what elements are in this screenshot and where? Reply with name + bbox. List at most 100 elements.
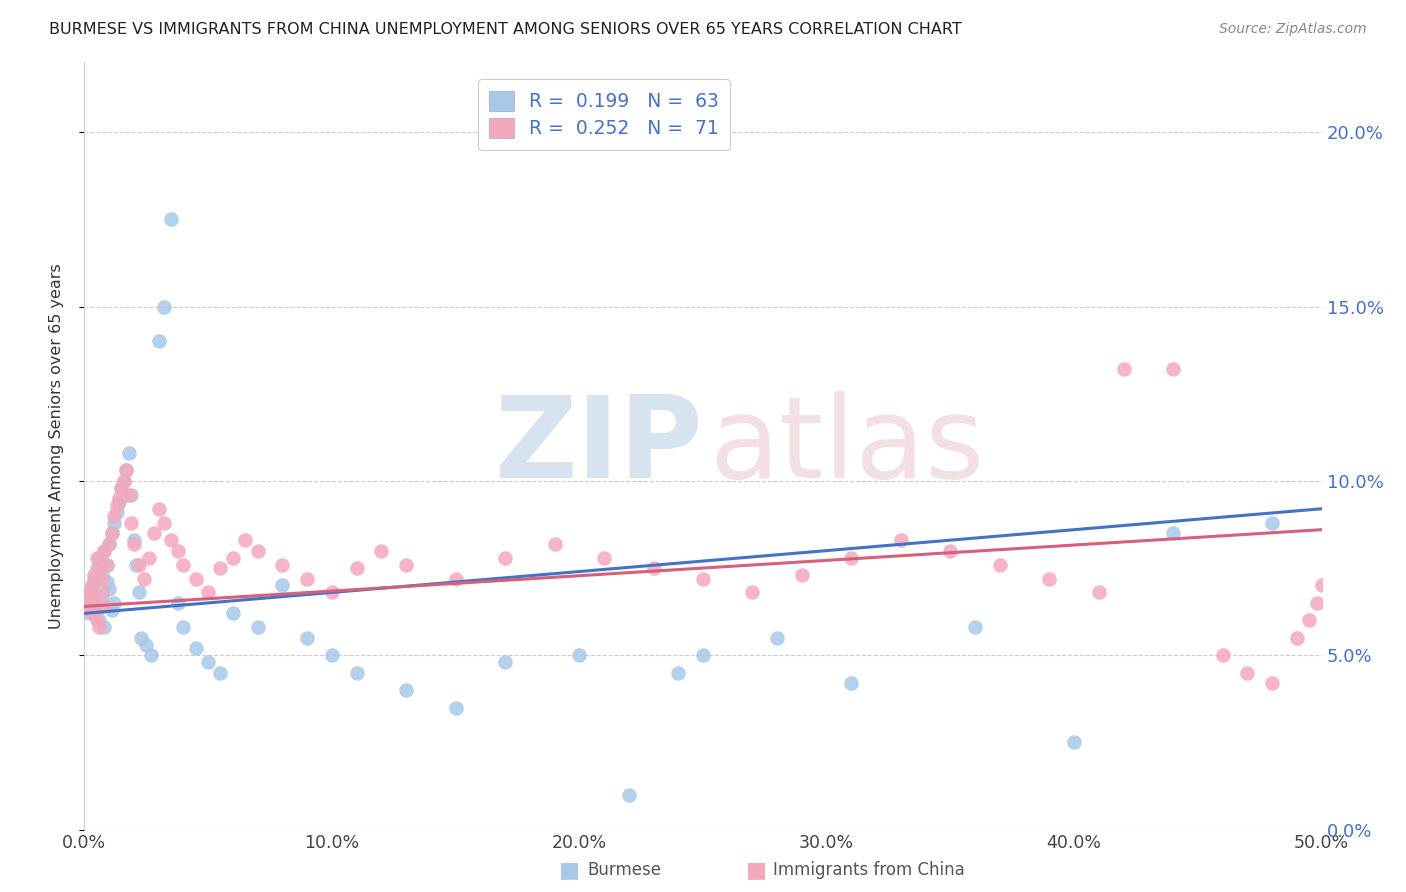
Point — [100, 603, 122, 617]
Point — [138, 550, 160, 565]
Point — [89, 620, 111, 634]
Point — [741, 585, 763, 599]
Point — [76, 596, 98, 610]
Point — [841, 550, 863, 565]
Point — [80, 592, 103, 607]
Point — [100, 526, 122, 541]
Point — [96, 574, 118, 589]
Point — [692, 648, 714, 663]
Point — [110, 481, 132, 495]
Point — [593, 550, 616, 565]
Point — [115, 463, 138, 477]
Point — [103, 596, 125, 610]
Point — [152, 300, 174, 314]
Point — [160, 212, 183, 227]
Point — [643, 561, 665, 575]
Point — [295, 631, 318, 645]
Point — [86, 561, 108, 575]
Point — [346, 665, 368, 680]
Point — [86, 550, 108, 565]
Point — [90, 568, 112, 582]
Point — [118, 488, 141, 502]
Point — [346, 561, 368, 575]
Point — [370, 543, 392, 558]
Point — [494, 550, 516, 565]
Point — [246, 620, 269, 634]
Point — [222, 550, 245, 565]
Point — [115, 463, 138, 477]
Point — [766, 631, 789, 645]
Point — [135, 638, 157, 652]
Text: Source: ZipAtlas.com: Source: ZipAtlas.com — [1219, 22, 1367, 37]
Point — [197, 585, 219, 599]
Point — [184, 641, 207, 656]
Point — [1261, 516, 1284, 530]
Point — [89, 550, 111, 565]
Point — [90, 572, 112, 586]
Point — [494, 655, 516, 669]
Point — [83, 599, 105, 614]
Point — [395, 683, 418, 698]
Point — [295, 572, 318, 586]
Point — [98, 582, 121, 596]
Point — [120, 488, 142, 502]
Point — [125, 558, 148, 572]
Point — [122, 533, 145, 548]
Point — [96, 558, 118, 572]
Point — [1112, 362, 1135, 376]
Point — [142, 526, 165, 541]
Point — [86, 603, 108, 617]
Point — [321, 648, 343, 663]
Point — [890, 533, 912, 548]
Point — [167, 543, 190, 558]
Point — [79, 607, 101, 621]
Point — [965, 620, 987, 634]
Point — [98, 536, 121, 550]
Point — [96, 558, 118, 572]
Point — [93, 543, 115, 558]
Point — [129, 631, 152, 645]
Point — [246, 543, 269, 558]
Point — [80, 592, 103, 607]
Point — [790, 568, 813, 582]
Point — [568, 648, 591, 663]
Point — [1212, 648, 1234, 663]
Point — [80, 578, 103, 592]
Point — [1261, 676, 1284, 690]
Point — [209, 665, 232, 680]
Text: ■: ■ — [560, 860, 579, 880]
Point — [841, 676, 863, 690]
Point — [1161, 526, 1184, 541]
Point — [939, 543, 962, 558]
Point — [80, 578, 103, 592]
Point — [1088, 585, 1111, 599]
Point — [444, 572, 467, 586]
Text: Immigrants from China: Immigrants from China — [773, 861, 965, 879]
Point — [1285, 631, 1308, 645]
Point — [108, 491, 131, 506]
Point — [321, 585, 343, 599]
Point — [209, 561, 232, 575]
Point — [271, 578, 294, 592]
Point — [132, 572, 155, 586]
Point — [83, 607, 105, 621]
Point — [141, 648, 163, 663]
Text: ZIP: ZIP — [495, 391, 703, 501]
Point — [271, 558, 294, 572]
Point — [90, 589, 112, 603]
Point — [160, 533, 183, 548]
Point — [108, 495, 131, 509]
Point — [128, 558, 150, 572]
Point — [93, 543, 115, 558]
Point — [617, 788, 640, 802]
Point — [152, 516, 174, 530]
Point — [1305, 596, 1327, 610]
Point — [148, 501, 170, 516]
Point — [118, 446, 141, 460]
Point — [1038, 572, 1060, 586]
Point — [120, 516, 142, 530]
Point — [98, 536, 121, 550]
Point — [89, 613, 111, 627]
Text: atlas: atlas — [709, 391, 984, 501]
Text: BURMESE VS IMMIGRANTS FROM CHINA UNEMPLOYMENT AMONG SENIORS OVER 65 YEARS CORREL: BURMESE VS IMMIGRANTS FROM CHINA UNEMPLO… — [49, 22, 962, 37]
